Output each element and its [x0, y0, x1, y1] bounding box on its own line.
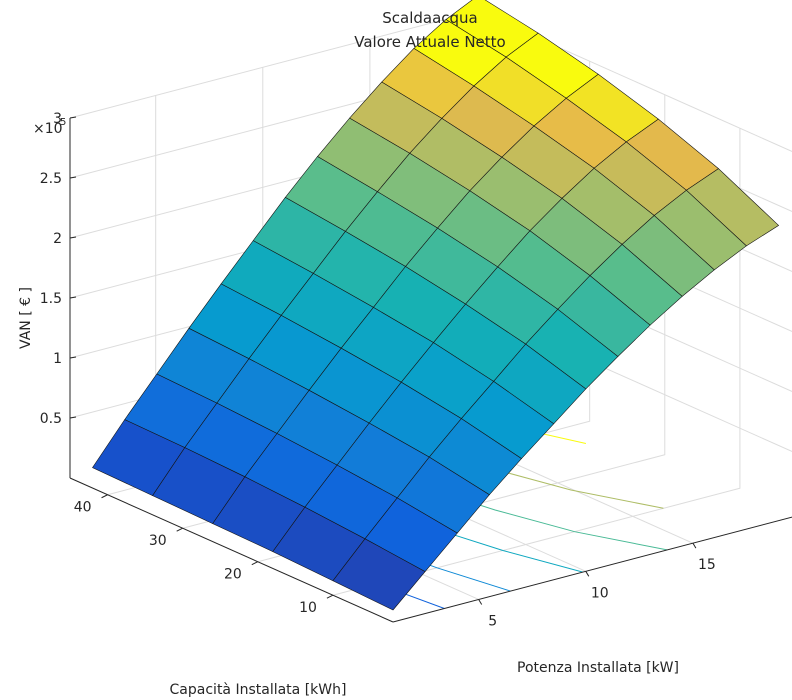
y-tick-mark [251, 561, 259, 566]
x-tick-label: 15 [698, 557, 716, 573]
chart-title-line-1: Scaldaacqua [382, 9, 478, 27]
y-tick-mark [326, 594, 334, 599]
z-tick-label: 0.5 [40, 411, 62, 427]
y-axis-line [69, 477, 394, 623]
x-tick-label: 10 [591, 585, 609, 601]
x-tick-mark [585, 571, 590, 577]
z-tick-mark [69, 416, 77, 419]
x-tick-label: 5 [488, 613, 497, 629]
chart-title-line-2: Valore Attuale Netto [354, 33, 505, 51]
z-axis-label: VAN [ € ] [18, 287, 34, 349]
z-exponent-power: 5 [60, 117, 66, 128]
y-tick-label: 20 [224, 567, 242, 583]
y-tick-label: 40 [74, 500, 92, 516]
x-tick-mark [692, 542, 697, 549]
z-tick-label: 2 [53, 231, 62, 247]
y-axis-label: Capacità Installata [kWh] [170, 682, 347, 698]
z-tick-mark [69, 116, 77, 119]
z-tick-label: 1.5 [40, 291, 62, 307]
z-tick-mark [69, 356, 77, 359]
z-tick-mark [69, 296, 77, 299]
y-tick-mark [176, 527, 183, 532]
x-tick-mark [478, 599, 483, 605]
z-exponent-base: ×10 [33, 121, 63, 137]
y-tick-mark [101, 494, 108, 499]
surface-patch [332, 538, 426, 611]
surface-patches [92, 0, 780, 611]
z-tick-label: 2.5 [40, 171, 62, 187]
x-axis-line [392, 516, 792, 623]
y-tick-label: 10 [299, 600, 317, 616]
x-axis-label: Potenza Installata [kW] [517, 660, 679, 676]
z-tick-label: 1 [53, 351, 62, 367]
z-tick-mark [69, 176, 77, 179]
axes: 5 10 15 10 20 30 40 0.5 1 1.5 2 2.5 3 [40, 111, 792, 629]
z-axis-exponent: ×10 5 [33, 117, 66, 137]
z-tick-label: 3 [53, 111, 62, 127]
z-tick-mark [69, 236, 77, 239]
y-tick-label: 30 [149, 533, 167, 549]
